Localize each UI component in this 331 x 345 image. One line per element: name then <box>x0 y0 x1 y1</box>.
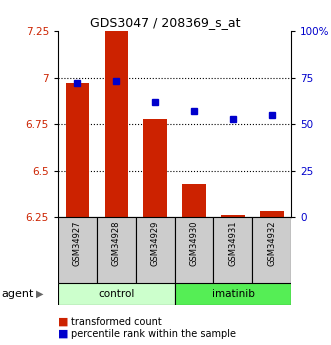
Text: ■: ■ <box>58 317 69 326</box>
Bar <box>58 217 97 283</box>
Bar <box>221 215 245 217</box>
Bar <box>174 217 213 283</box>
Bar <box>136 217 174 283</box>
Text: GSM34929: GSM34929 <box>151 221 160 266</box>
Text: ■: ■ <box>58 329 69 339</box>
Text: percentile rank within the sample: percentile rank within the sample <box>71 329 236 339</box>
Bar <box>58 283 174 305</box>
Text: GSM34930: GSM34930 <box>190 221 199 266</box>
Bar <box>66 83 89 217</box>
Text: transformed count: transformed count <box>71 317 162 326</box>
Text: GSM34927: GSM34927 <box>73 221 82 266</box>
Bar <box>97 217 136 283</box>
Bar <box>105 31 128 217</box>
Bar <box>260 211 283 217</box>
Text: imatinib: imatinib <box>212 289 255 299</box>
Text: agent: agent <box>2 289 34 299</box>
Text: GSM34928: GSM34928 <box>112 221 121 266</box>
Text: GSM34931: GSM34931 <box>228 221 237 266</box>
Text: GDS3047 / 208369_s_at: GDS3047 / 208369_s_at <box>90 16 241 29</box>
Bar <box>174 283 291 305</box>
Text: GSM34932: GSM34932 <box>267 221 276 266</box>
Bar <box>252 217 291 283</box>
Text: ▶: ▶ <box>36 289 43 299</box>
Bar <box>182 184 206 217</box>
Bar <box>143 119 167 217</box>
Text: control: control <box>98 289 134 299</box>
Bar <box>213 217 252 283</box>
